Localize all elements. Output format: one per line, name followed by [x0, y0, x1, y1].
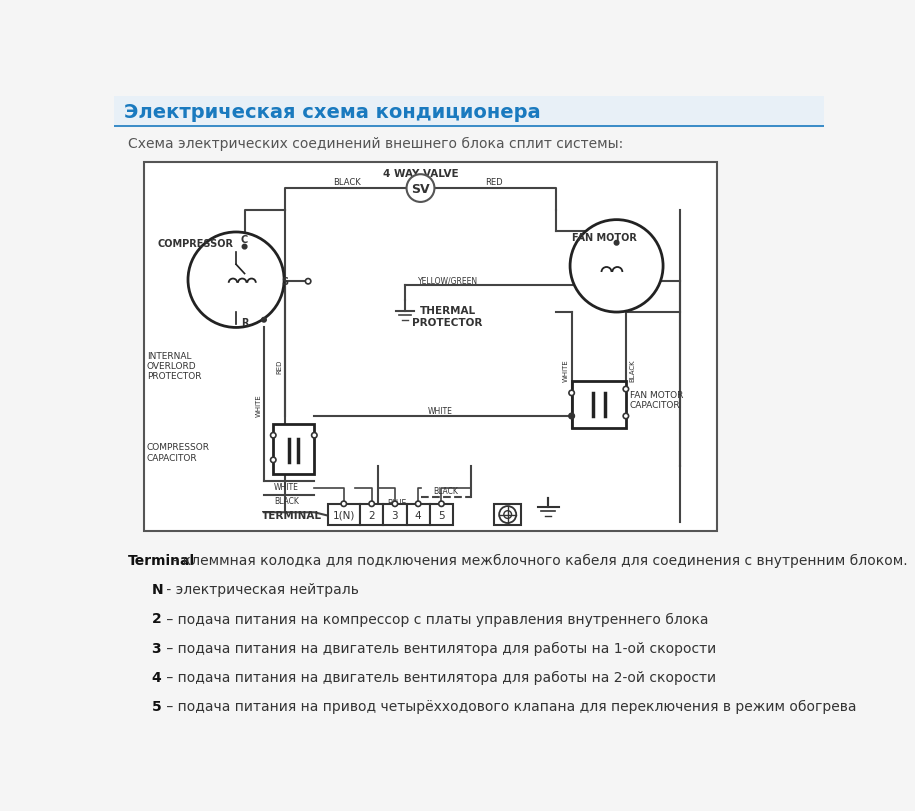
- Circle shape: [569, 391, 575, 396]
- Text: WHITE: WHITE: [255, 393, 262, 416]
- Bar: [572, 382, 626, 428]
- Text: Terminal: Terminal: [128, 553, 196, 567]
- Text: 5: 5: [438, 510, 445, 520]
- Bar: [430, 504, 453, 526]
- Text: 4: 4: [414, 510, 422, 520]
- Bar: [360, 504, 383, 526]
- Circle shape: [271, 433, 276, 439]
- Text: 4: 4: [152, 670, 161, 684]
- Circle shape: [569, 414, 575, 419]
- Bar: [114, 97, 824, 127]
- Text: OVERLORD: OVERLORD: [147, 362, 197, 371]
- Text: COMPRESSOR: COMPRESSOR: [157, 238, 233, 248]
- Circle shape: [271, 457, 276, 463]
- Text: THERMAL: THERMAL: [420, 306, 476, 316]
- Circle shape: [306, 279, 311, 285]
- Text: BLACK: BLACK: [333, 178, 361, 187]
- Circle shape: [614, 241, 619, 246]
- Text: 2: 2: [152, 611, 161, 626]
- Text: BLACK: BLACK: [434, 487, 458, 496]
- Text: 3: 3: [152, 641, 161, 655]
- Circle shape: [500, 506, 516, 523]
- Text: - клеммная колодка для подключения межблочного кабеля для соединения с внутренни: - клеммная колодка для подключения межбл…: [169, 553, 908, 568]
- Circle shape: [341, 501, 347, 507]
- Circle shape: [438, 501, 444, 507]
- Text: C: C: [241, 234, 248, 245]
- Circle shape: [312, 433, 317, 439]
- Circle shape: [242, 245, 247, 250]
- Bar: [383, 504, 406, 526]
- Text: BLUE: BLUE: [388, 499, 407, 508]
- Circle shape: [406, 175, 435, 203]
- Circle shape: [570, 221, 663, 313]
- Text: WHITE: WHITE: [563, 359, 568, 382]
- Text: - электрическая нейтраль: - электрическая нейтраль: [163, 582, 360, 597]
- Text: RED: RED: [485, 178, 503, 187]
- Circle shape: [369, 501, 374, 507]
- Text: – подача питания на двигатель вентилятора для работы на 1-ой скорости: – подача питания на двигатель вентилятор…: [163, 641, 716, 655]
- Text: Электрическая схема кондиционера: Электрическая схема кондиционера: [124, 103, 540, 122]
- Text: Схема электрических соединений внешнего блока сплит системы:: Схема электрических соединений внешнего …: [128, 136, 624, 151]
- Text: 1(N): 1(N): [332, 510, 355, 520]
- Text: N: N: [152, 582, 163, 597]
- Text: PROTECTOR: PROTECTOR: [147, 371, 201, 381]
- Text: PROTECTOR: PROTECTOR: [413, 318, 483, 328]
- Text: R: R: [241, 318, 248, 328]
- Bar: [328, 504, 360, 526]
- Bar: [144, 163, 717, 532]
- Circle shape: [188, 233, 284, 328]
- Text: COMPRESSOR: COMPRESSOR: [147, 443, 210, 452]
- Text: BLACK: BLACK: [274, 496, 299, 505]
- Text: FAN MOTOR: FAN MOTOR: [630, 390, 684, 399]
- Circle shape: [393, 501, 398, 507]
- Text: – подача питания на двигатель вентилятора для работы на 2-ой скорости: – подача питания на двигатель вентилятор…: [163, 670, 716, 684]
- Text: CAPACITOR: CAPACITOR: [147, 453, 198, 462]
- Text: CAPACITOR: CAPACITOR: [630, 401, 681, 410]
- Text: S: S: [281, 277, 288, 287]
- Bar: [274, 424, 315, 474]
- Text: TERMINAL: TERMINAL: [262, 510, 322, 520]
- Text: 4 WAY VALVE: 4 WAY VALVE: [382, 169, 458, 178]
- Text: BLACK: BLACK: [630, 359, 635, 382]
- Circle shape: [623, 387, 629, 393]
- Text: WHITE: WHITE: [274, 483, 299, 491]
- Text: YELLOW/GREEN: YELLOW/GREEN: [417, 276, 478, 285]
- Circle shape: [262, 318, 266, 323]
- Text: 5: 5: [152, 699, 161, 714]
- Text: – подача питания на привод четырёхходового клапана для переключения в режим обог: – подача питания на привод четырёхходово…: [163, 699, 857, 714]
- Text: FAN MOTOR: FAN MOTOR: [572, 233, 637, 243]
- Text: – подача питания на компрессор с платы управления внутреннего блока: – подача питания на компрессор с платы у…: [163, 611, 709, 626]
- Bar: [406, 504, 430, 526]
- Text: 3: 3: [392, 510, 398, 520]
- Text: SV: SV: [411, 182, 430, 195]
- Text: WHITE: WHITE: [427, 406, 452, 415]
- Text: RED: RED: [276, 359, 283, 374]
- Circle shape: [569, 414, 574, 418]
- Circle shape: [504, 511, 511, 519]
- Text: 2: 2: [369, 510, 375, 520]
- Text: INTERNAL: INTERNAL: [147, 352, 191, 361]
- Circle shape: [623, 414, 629, 419]
- Bar: [494, 504, 522, 526]
- Circle shape: [415, 501, 421, 507]
